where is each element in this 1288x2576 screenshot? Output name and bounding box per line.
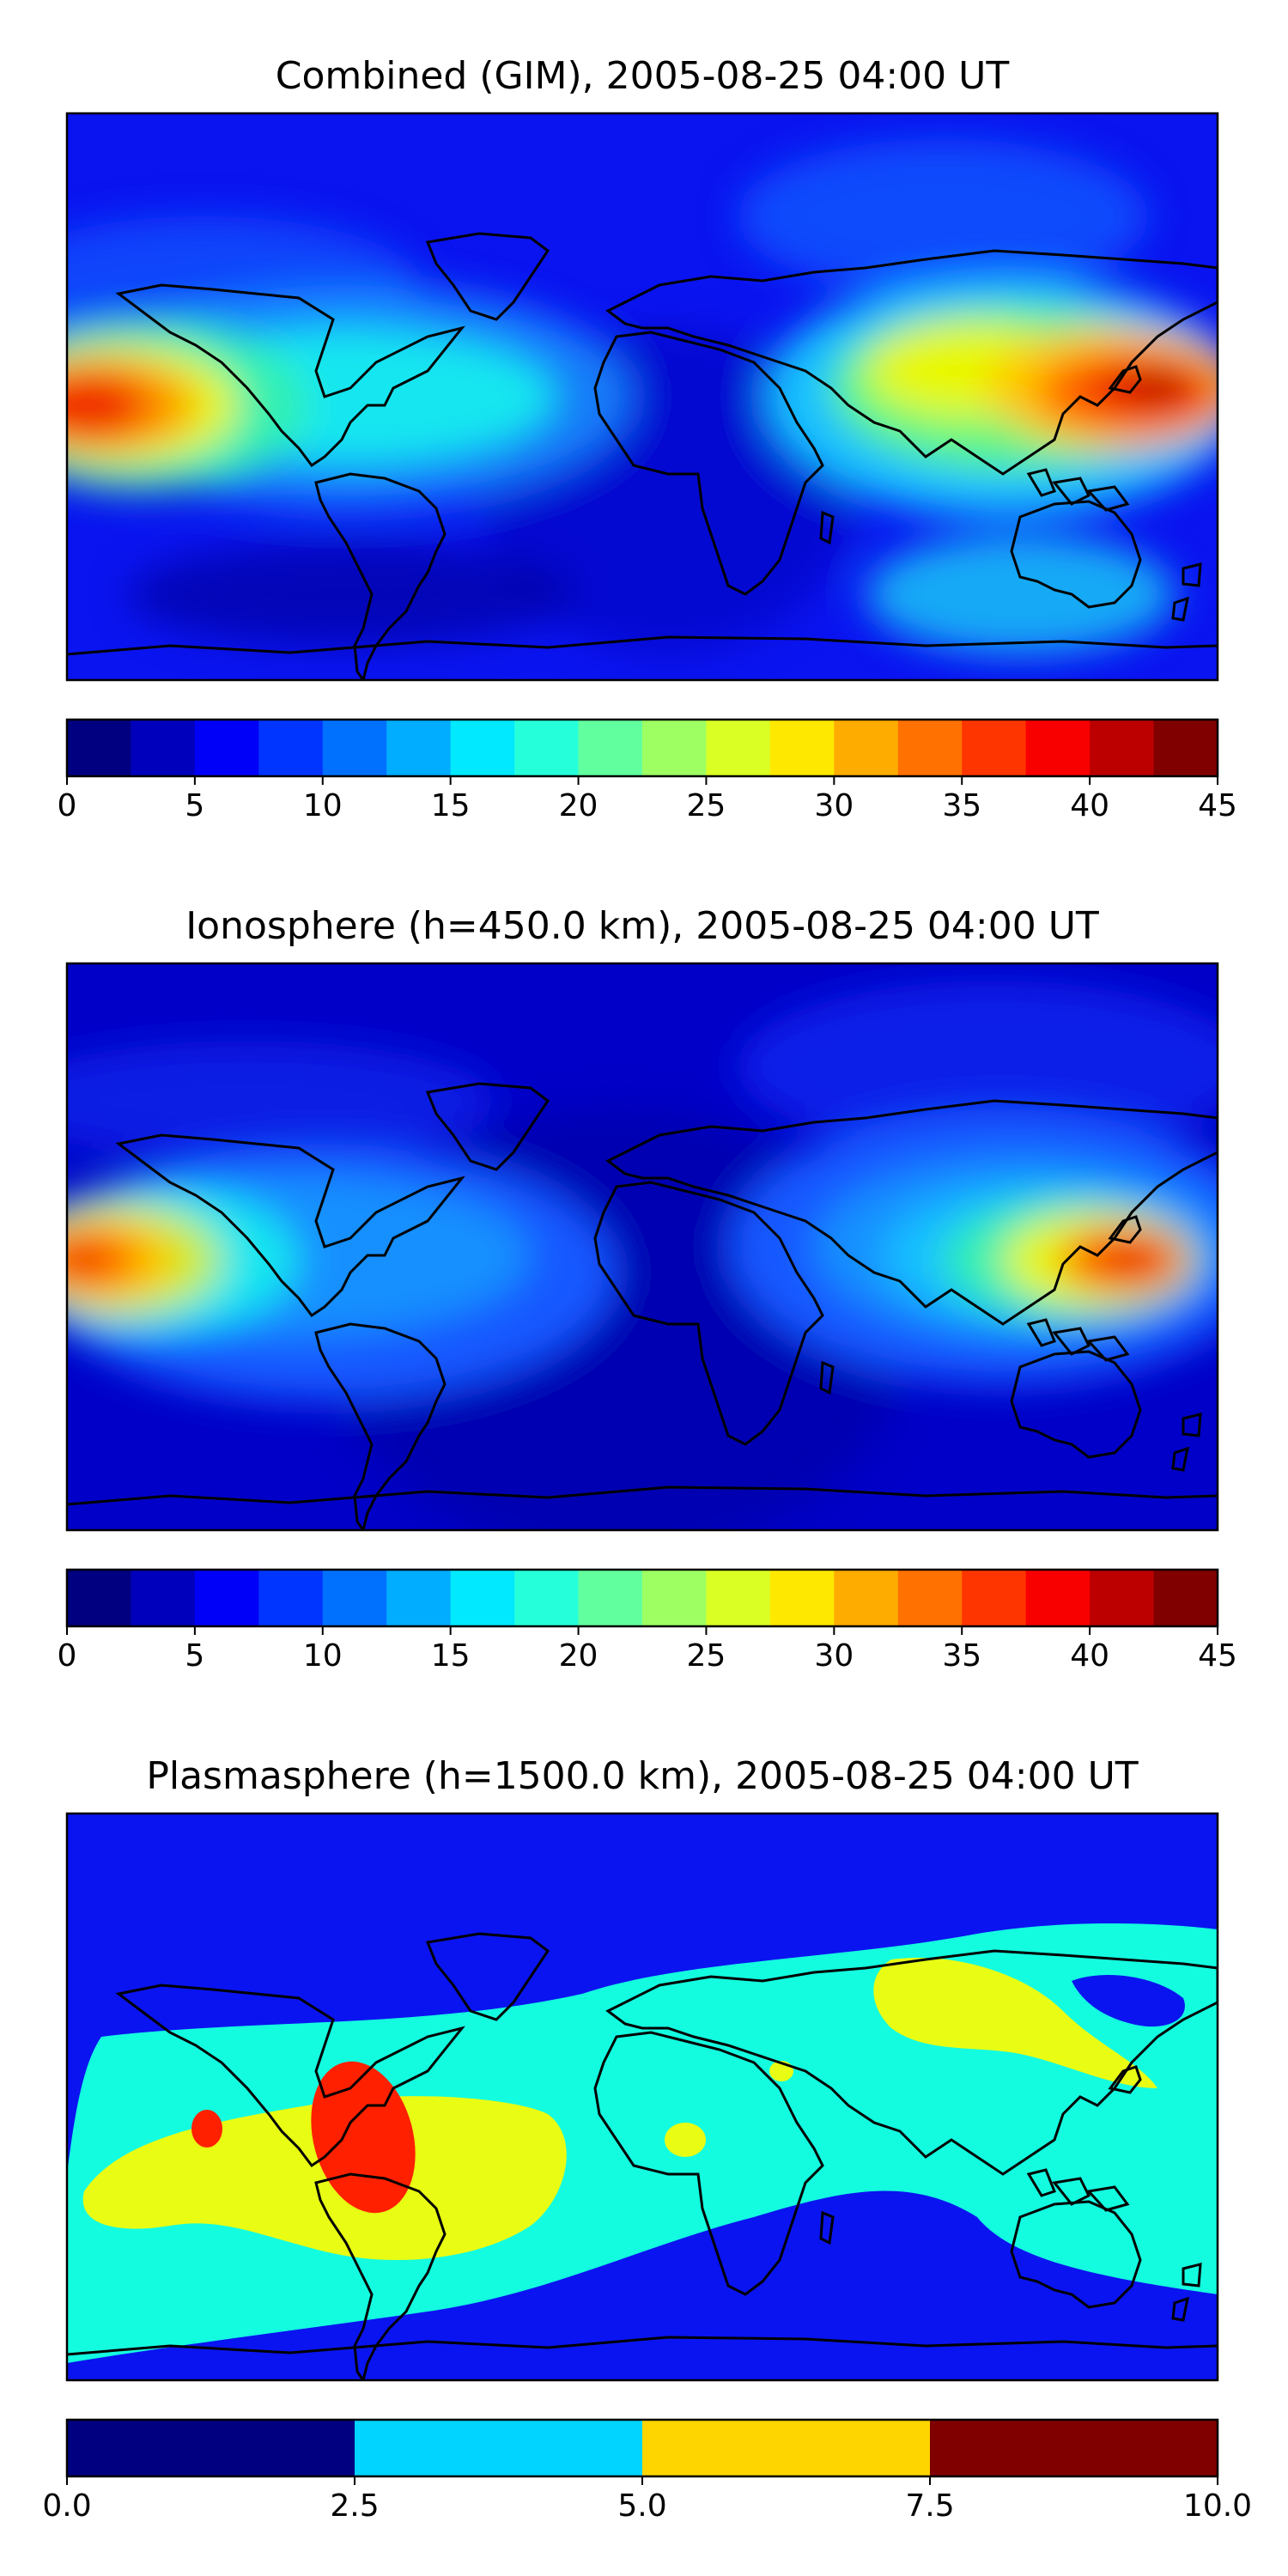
colorbar-3-tick-label: 7.5 (905, 2488, 954, 2524)
colorbar-1-tick-label: 45 (1198, 788, 1237, 823)
colorbar-2-tick-label: 35 (942, 1638, 981, 1674)
colorbar-3-segment (642, 2420, 931, 2476)
heat-field-2 (67, 981, 1218, 1530)
colorbar-1-segment (194, 720, 259, 776)
chart-title-3: Plasmasphere (h=1500.0 km), 2005-08-25 0… (146, 1754, 1138, 1798)
colorbar-2-segment (514, 1570, 580, 1626)
colorbar-2-segment (962, 1570, 1027, 1626)
colorbar-1-segment (769, 720, 835, 776)
map-panel-1 (67, 113, 1218, 680)
colorbar-1-segment (834, 720, 899, 776)
colorbar-1-tick-label: 15 (431, 788, 471, 823)
chart-title-1: Combined (GIM), 2005-08-25 04:00 UT (276, 54, 1010, 98)
colorbar-3-tick-label: 0.0 (42, 2488, 91, 2524)
colorbar-2-tick-label: 0 (58, 1638, 77, 1674)
map-panel-3 (67, 1814, 1218, 2380)
colorbar-2-tick-label: 10 (303, 1638, 343, 1674)
colorbar-1-tick-label: 35 (942, 788, 981, 823)
colorbar-2-segment (1153, 1570, 1218, 1626)
colorbar-3-tick-label: 2.5 (330, 2488, 379, 2524)
colorbar-1-segment (1153, 720, 1218, 776)
map-frame-2 (65, 962, 1219, 1532)
colorbar-2-segment (194, 1570, 259, 1626)
colorbar-2-segment (450, 1570, 515, 1626)
colorbar-2-tick-label: 5 (185, 1638, 204, 1674)
colorbar-2-segment (258, 1570, 324, 1626)
colorbar-1-segment (962, 720, 1027, 776)
colorbar-2-segment (1090, 1570, 1155, 1626)
colorbar-1-segment (642, 720, 708, 776)
colorbar-ticks-1: 0 5 10 15 20 25 30 35 40 45 (58, 776, 1237, 823)
colorbar-2-segment (706, 1570, 771, 1626)
colorbar-3-segment (355, 2420, 643, 2476)
colorbar-2-segment (1025, 1570, 1091, 1626)
colorbar-1-tick-label: 30 (814, 788, 854, 823)
colorbar-3 (65, 2418, 1219, 2478)
colorbar-3-tick-label: 10.0 (1183, 2488, 1252, 2524)
colorbar-1 (65, 718, 1219, 778)
colorbar-1-tick-label: 25 (687, 788, 726, 823)
colorbar-2-tick-label: 15 (431, 1638, 471, 1674)
colorbar-1-segment (897, 720, 963, 776)
colorbar-2-segment (131, 1570, 196, 1626)
colorbar-3-segment (67, 2420, 355, 2476)
colorbar-2-tick-label: 25 (687, 1638, 726, 1674)
colorbar-1-segment (386, 720, 452, 776)
colorbar-2-segment (897, 1570, 963, 1626)
colorbar-1-segment (1025, 720, 1091, 776)
colorbar-ticks-2: 0 5 10 15 20 25 30 35 40 45 (58, 1626, 1237, 1674)
colorbar-1-tick-label: 0 (58, 788, 77, 823)
heat-field-3 (67, 1923, 1218, 2363)
colorbar-1-frame (65, 718, 1219, 778)
colorbar-1-segment (131, 720, 196, 776)
colorbar-1-tick-label: 20 (559, 788, 598, 823)
colorbar-2-segment (642, 1570, 708, 1626)
colorbar-3-tick-label: 5.0 (617, 2488, 666, 2524)
colorbar-ticks-3: 0.0 2.5 5.0 7.5 10.0 (42, 2476, 1252, 2524)
colorbar-3-segment (930, 2420, 1218, 2476)
map-frame-3 (65, 1812, 1219, 2382)
colorbar-1-tick-label: 40 (1070, 788, 1109, 823)
colorbar-2-tick-label: 30 (814, 1638, 854, 1674)
colorbar-1-segment (258, 720, 324, 776)
colorbar-2-tick-label: 20 (559, 1638, 598, 1674)
colorbar-2-segment (386, 1570, 452, 1626)
map-frame-1 (65, 112, 1219, 682)
colorbar-2-segment (834, 1570, 899, 1626)
colorbar-1-tick-label: 5 (185, 788, 204, 823)
chart-title-2: Ionosphere (h=450.0 km), 2005-08-25 04:0… (185, 904, 1099, 948)
colorbar-1-segment (1090, 720, 1155, 776)
colorbar-2-segment (769, 1570, 835, 1626)
colorbar-1-segment (67, 720, 132, 776)
colorbar-1-segment (450, 720, 515, 776)
colorbar-1-segment (322, 720, 387, 776)
colorbar-2-segment (322, 1570, 387, 1626)
colorbar-2-tick-label: 40 (1070, 1638, 1109, 1674)
colorbar-2 (65, 1568, 1219, 1628)
colorbar-1-segment (514, 720, 580, 776)
colorbar-1-segment (706, 720, 771, 776)
colorbar-2-tick-label: 45 (1198, 1638, 1237, 1674)
colorbar-1-segment (578, 720, 643, 776)
colorbar-2-segment (578, 1570, 643, 1626)
heat-field-1 (67, 139, 1218, 654)
colorbar-2-frame (65, 1568, 1219, 1628)
colorbar-1-tick-label: 10 (303, 788, 343, 823)
map-panel-2 (67, 963, 1218, 1530)
colorbar-2-segment (67, 1570, 132, 1626)
